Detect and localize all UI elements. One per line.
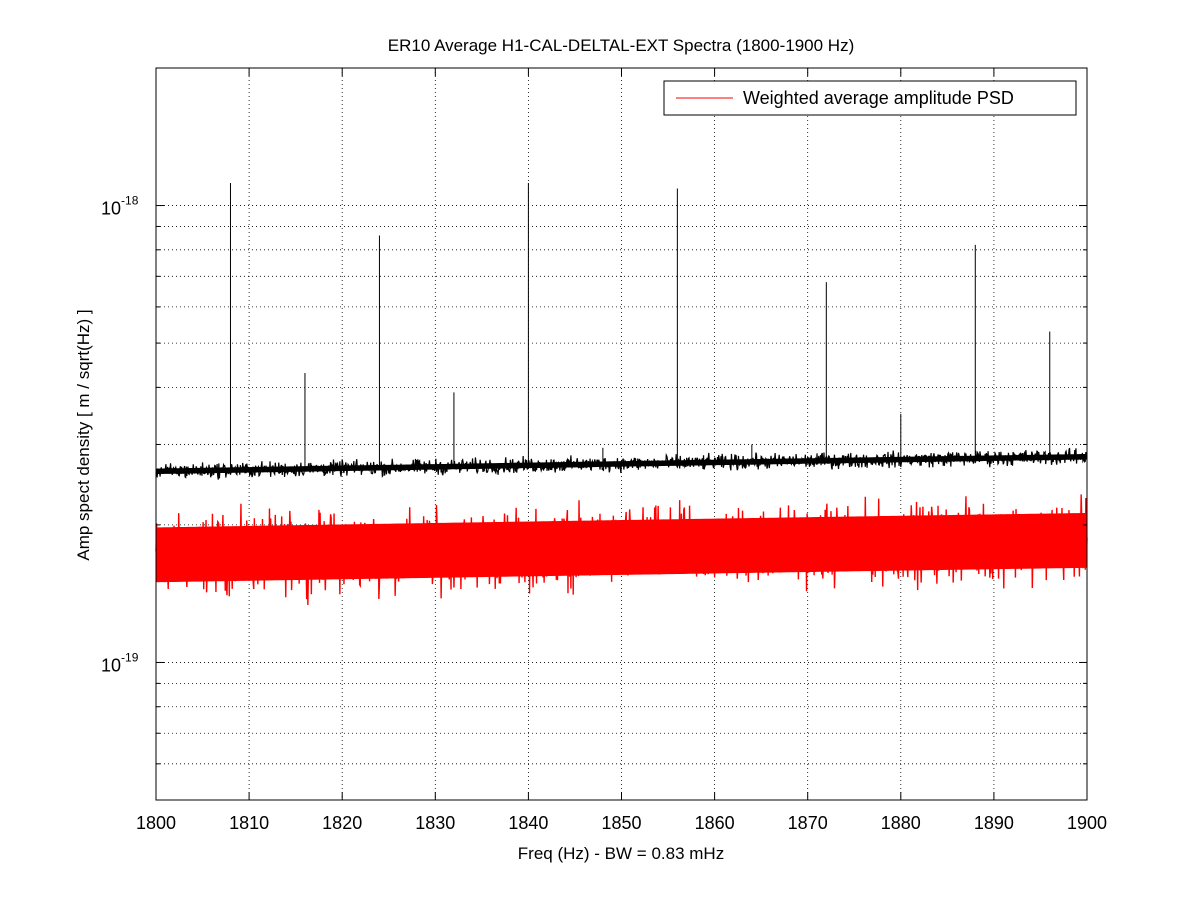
axis-ticks — [155, 68, 1088, 800]
y-tick-labels: 10-19 10-18 — [101, 194, 139, 676]
x-tick-label: 1800 — [136, 813, 176, 833]
x-tick-label: 1860 — [695, 813, 735, 833]
x-tick-labels: 1800 1810 1820 1830 1840 1850 1860 1870 1880 1890… — [136, 813, 1107, 833]
chart-title: ER10 Average H1-CAL-DELTAL-EXT Spectra (… — [388, 36, 854, 55]
x-tick-label: 1900 — [1067, 813, 1107, 833]
y-tick-label: 10-19 — [101, 650, 139, 675]
x-tick-label: 1810 — [229, 813, 269, 833]
x-tick-label: 1870 — [788, 813, 828, 833]
x-tick-label: 1840 — [508, 813, 548, 833]
series-weighted-average-band — [156, 512, 1087, 583]
x-tick-label: 1890 — [974, 813, 1014, 833]
x-tick-label: 1850 — [601, 813, 641, 833]
y-tick-label: 10-18 — [101, 194, 139, 219]
x-tick-label: 1830 — [415, 813, 455, 833]
x-tick-label: 1820 — [322, 813, 362, 833]
legend: Weighted average amplitude PSD — [663, 80, 1077, 116]
data-series — [155, 183, 1088, 606]
x-tick-label: 1880 — [881, 813, 921, 833]
plot-area — [156, 68, 1087, 800]
x-axis-label: Freq (Hz) - BW = 0.83 mHz — [518, 844, 724, 863]
legend-label: Weighted average amplitude PSD — [743, 88, 1014, 108]
series-black-spectrum-band — [156, 453, 1087, 475]
y-axis-label: Amp spect density [ m / sqrt(Hz) ] — [74, 309, 93, 560]
